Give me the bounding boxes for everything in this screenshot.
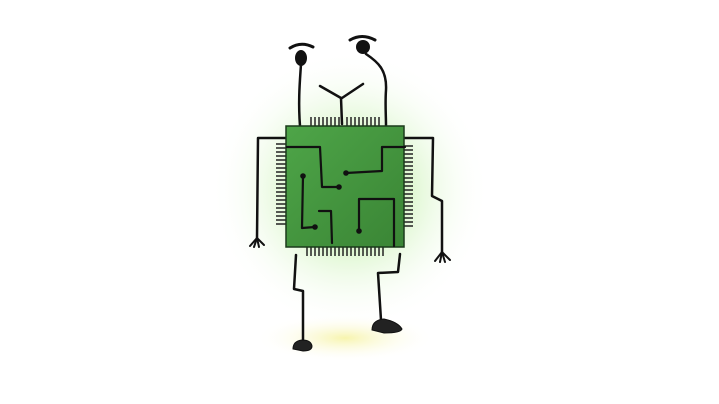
right-shoe-icon [371, 318, 403, 334]
left-hand-icon [249, 237, 265, 248]
right-eye [356, 40, 370, 54]
antenna-y [318, 82, 365, 126]
right-hand-icon [434, 251, 451, 263]
right-leg [376, 252, 402, 322]
right-arm [402, 136, 444, 254]
circuit-traces [285, 145, 407, 248]
circuit-nodes [300, 170, 362, 234]
yellow-glow [255, 314, 435, 362]
right-eye-stalk [364, 52, 388, 128]
left-eye [295, 50, 307, 66]
shoes [292, 318, 403, 352]
eyebrows [288, 35, 377, 50]
left-arm [255, 136, 288, 240]
left-leg [292, 253, 305, 344]
right-eyebrow [348, 35, 377, 42]
bottom-pins [306, 247, 384, 256]
left-pins [276, 143, 286, 225]
eyes [295, 40, 370, 66]
left-shoe-icon [292, 339, 313, 352]
eye-stalks [297, 52, 388, 128]
arms [255, 136, 444, 254]
left-eye-stalk [297, 62, 303, 128]
hands [249, 237, 451, 263]
left-eyebrow [288, 42, 315, 50]
legs [292, 252, 402, 344]
